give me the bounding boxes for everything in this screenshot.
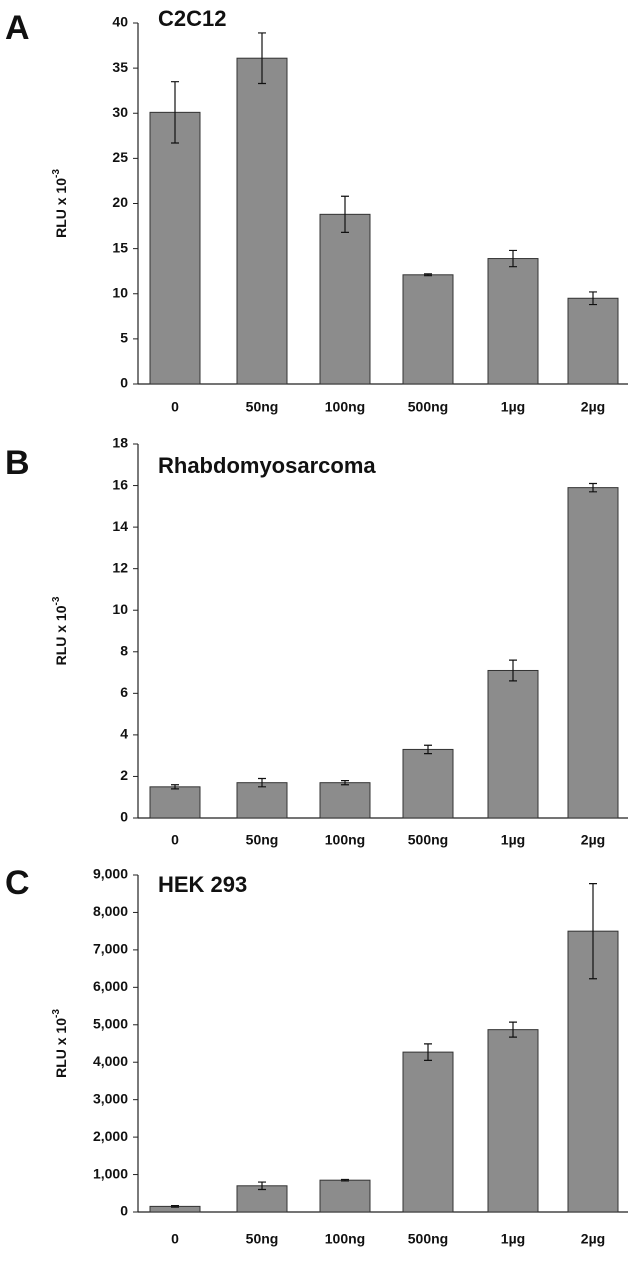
y-axis-label-text: RLU x 10 (53, 605, 69, 665)
y-axis-label-sup: -3 (51, 1009, 62, 1018)
bar (319, 213, 371, 385)
y-tick-label: 8 (120, 642, 128, 658)
x-tick-label: 2µg (581, 399, 605, 415)
y-tick-label: 6 (120, 684, 128, 700)
x-tick-label: 50ng (246, 1231, 279, 1247)
bar (402, 1051, 454, 1213)
y-tick-label: 0 (120, 375, 128, 391)
y-tick-label: 2 (120, 767, 128, 783)
error-bar (509, 659, 517, 682)
bar (236, 782, 288, 819)
y-tick-label: 30 (112, 104, 128, 120)
y-tick-label: 4,000 (93, 1053, 128, 1069)
bar (402, 748, 454, 819)
x-tick-label: 2µg (581, 1231, 605, 1247)
x-tick-label: 500ng (408, 832, 448, 848)
error-bar (171, 81, 179, 144)
y-tick-label: 10 (112, 284, 128, 300)
x-tick-label: 0 (171, 399, 179, 415)
error-bar (171, 784, 179, 790)
x-tick-label: 50ng (246, 399, 279, 415)
bar (149, 111, 201, 385)
error-bar (589, 482, 597, 493)
error-bar (509, 249, 517, 268)
y-tick-label: 9,000 (93, 866, 128, 882)
x-tick-label: 500ng (408, 1231, 448, 1247)
y-tick-label: 8,000 (93, 903, 128, 919)
x-tick-label: 1µg (501, 1231, 525, 1247)
error-bar (424, 273, 432, 277)
y-tick-label: 12 (112, 559, 128, 575)
y-tick-label: 40 (112, 14, 128, 30)
bar (487, 258, 539, 385)
bar (402, 274, 454, 385)
error-bar (171, 1205, 179, 1208)
error-bar (341, 1178, 349, 1182)
y-axis-label-text: RLU x 10 (53, 1018, 69, 1078)
y-tick-label: 5,000 (93, 1015, 128, 1031)
chart-title: C2C12 (158, 6, 226, 31)
y-axis-label: RLU x 10-3 (51, 169, 69, 238)
y-axis-label-sup: -3 (51, 596, 62, 605)
error-bar (424, 744, 432, 755)
y-tick-label: 15 (112, 239, 128, 255)
x-tick-label: 1µg (501, 832, 525, 848)
y-tick-label: 0 (120, 809, 128, 825)
panel-label: B (5, 444, 30, 482)
y-axis-label: RLU x 10-3 (51, 596, 69, 665)
bar (149, 786, 201, 819)
y-tick-label: 0 (120, 1203, 128, 1219)
panel-label: A (5, 9, 30, 47)
y-tick-label: 18 (112, 435, 128, 451)
x-tick-label: 100ng (325, 832, 365, 848)
y-tick-label: 2,000 (93, 1128, 128, 1144)
error-bar (341, 195, 349, 233)
x-tick-label: 0 (171, 832, 179, 848)
x-tick-label: 100ng (325, 399, 365, 415)
error-bar (424, 1043, 432, 1061)
y-tick-label: 35 (112, 59, 128, 75)
y-tick-label: 14 (112, 518, 128, 534)
y-tick-label: 4 (120, 726, 128, 742)
bar (236, 57, 288, 385)
bar (319, 782, 371, 819)
y-tick-label: 5 (120, 330, 128, 346)
x-tick-label: 500ng (408, 399, 448, 415)
y-axis-label: RLU x 10-3 (51, 1009, 69, 1078)
error-bar (258, 1181, 266, 1191)
panel-label: C (5, 864, 30, 902)
error-bar (341, 780, 349, 786)
bar (567, 297, 619, 385)
y-axis-label-sup: -3 (51, 169, 62, 178)
y-tick-label: 6,000 (93, 978, 128, 994)
x-tick-label: 0 (171, 1231, 179, 1247)
x-tick-label: 100ng (325, 1231, 365, 1247)
y-tick-label: 20 (112, 194, 128, 210)
y-tick-label: 10 (112, 601, 128, 617)
error-bar (589, 291, 597, 306)
y-tick-label: 7,000 (93, 941, 128, 957)
y-axis-label-text: RLU x 10 (53, 178, 69, 238)
y-tick-label: 3,000 (93, 1090, 128, 1106)
bar (487, 1029, 539, 1213)
error-bar (509, 1021, 517, 1038)
x-tick-label: 50ng (246, 832, 279, 848)
x-tick-label: 2µg (581, 832, 605, 848)
bar (236, 1185, 288, 1213)
error-bar (258, 777, 266, 788)
bar (319, 1179, 371, 1213)
bar (567, 487, 619, 819)
error-bar (258, 32, 266, 85)
y-tick-label: 25 (112, 149, 128, 165)
y-tick-label: 1,000 (93, 1165, 128, 1181)
bar (487, 669, 539, 819)
error-bar (589, 883, 597, 980)
chart-title: HEK 293 (158, 872, 247, 897)
y-tick-label: 16 (112, 476, 128, 492)
x-tick-label: 1µg (501, 399, 525, 415)
chart-title: Rhabdomyosarcoma (158, 453, 376, 478)
